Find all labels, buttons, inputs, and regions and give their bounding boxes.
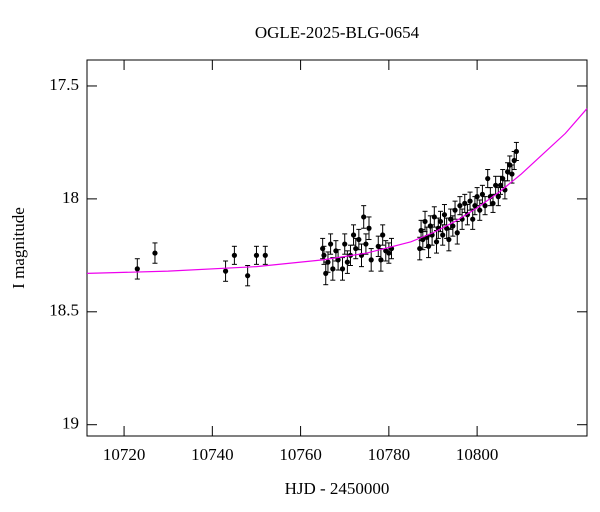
data-point bbox=[457, 203, 463, 209]
data-point bbox=[253, 252, 260, 258]
data-point bbox=[425, 243, 432, 249]
plot-frame bbox=[86, 59, 588, 437]
y-tick-label: 18 bbox=[62, 188, 79, 207]
data-point bbox=[433, 239, 440, 245]
data-point bbox=[356, 236, 362, 243]
data-point bbox=[363, 241, 369, 247]
data-point bbox=[504, 169, 511, 175]
data-point bbox=[134, 266, 140, 272]
data-point bbox=[330, 266, 336, 272]
data-point bbox=[431, 214, 437, 220]
data-point bbox=[509, 171, 515, 177]
data-point bbox=[482, 203, 488, 209]
data-point bbox=[452, 207, 458, 213]
data-point bbox=[325, 259, 331, 265]
data-point bbox=[344, 259, 350, 265]
data-point bbox=[493, 182, 499, 188]
y-tick-label: 19 bbox=[62, 414, 79, 433]
fit-line bbox=[86, 108, 588, 275]
y-tick-label: 17.5 bbox=[49, 75, 79, 94]
y-axis-label: I magnitude bbox=[9, 207, 28, 289]
data-point bbox=[420, 236, 426, 243]
data-point bbox=[422, 218, 428, 225]
data-point bbox=[454, 230, 460, 236]
data-point bbox=[350, 232, 357, 238]
x-tick-label: 10760 bbox=[279, 445, 322, 464]
data-point bbox=[479, 191, 486, 197]
data-point bbox=[477, 207, 483, 213]
data-point bbox=[262, 252, 268, 258]
data-point bbox=[245, 273, 251, 279]
data-point bbox=[495, 194, 501, 200]
data-point bbox=[368, 257, 374, 263]
x-tick-label: 10720 bbox=[103, 445, 146, 464]
data-point bbox=[321, 252, 327, 258]
data-point bbox=[386, 250, 392, 256]
data-point bbox=[437, 218, 444, 225]
data-point bbox=[467, 198, 473, 204]
data-point bbox=[490, 200, 496, 206]
x-axis-label: HJD - 2450000 bbox=[285, 479, 390, 498]
data-point bbox=[339, 266, 346, 272]
data-point bbox=[231, 252, 237, 258]
chart-title: OGLE-2025-BLG-0654 bbox=[255, 23, 420, 42]
data-point bbox=[353, 245, 359, 252]
data-point bbox=[328, 241, 334, 247]
x-tick-label: 10780 bbox=[368, 445, 411, 464]
data-point bbox=[361, 214, 367, 220]
data-point bbox=[335, 257, 341, 263]
data-point bbox=[378, 257, 384, 263]
data-point bbox=[375, 243, 381, 249]
data-point bbox=[450, 223, 456, 229]
x-tick-label: 10800 bbox=[456, 445, 499, 464]
data-point bbox=[470, 216, 476, 222]
data-point bbox=[441, 212, 448, 218]
data-point bbox=[500, 175, 506, 182]
data-point bbox=[222, 268, 229, 274]
data-point bbox=[417, 245, 423, 252]
data-point bbox=[462, 200, 468, 206]
x-tick-label: 10740 bbox=[191, 445, 234, 464]
data-point bbox=[497, 182, 504, 188]
data-point bbox=[380, 232, 386, 238]
data-point bbox=[474, 194, 480, 200]
data-point bbox=[513, 148, 519, 155]
data-point bbox=[152, 250, 158, 256]
data-point bbox=[366, 225, 372, 231]
data-point bbox=[446, 236, 452, 243]
data-point bbox=[440, 232, 446, 238]
data-point bbox=[485, 175, 491, 182]
y-tick-label: 18.5 bbox=[49, 301, 79, 320]
data-point bbox=[448, 216, 454, 222]
data-point bbox=[342, 241, 348, 247]
